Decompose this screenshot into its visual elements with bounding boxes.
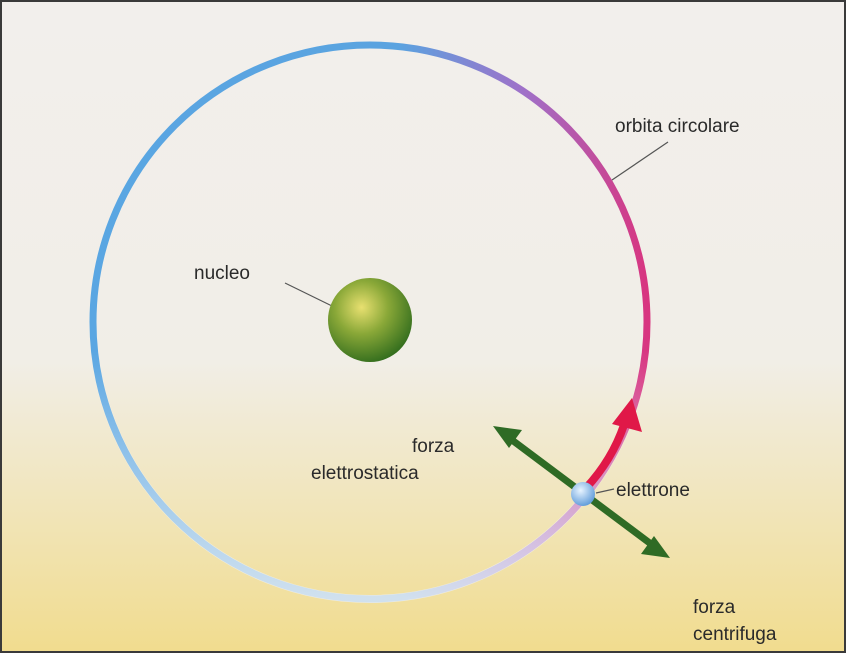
- centrifugal-force-label: centrifuga: [693, 624, 777, 645]
- centrifugal-force-label: forza: [693, 597, 736, 618]
- electrostatic-force-label: forza: [412, 436, 455, 457]
- orbit-fade: [89, 41, 651, 603]
- arrow-head: [493, 426, 522, 448]
- velocity-arrow: [583, 423, 628, 491]
- arrow-head: [641, 536, 670, 558]
- leader-line: [611, 141, 669, 181]
- electron-label: elettrone: [616, 480, 690, 501]
- leader-line: [595, 488, 615, 494]
- arrow-head: [612, 398, 642, 432]
- orbit-label: orbita circolare: [615, 116, 740, 137]
- electrostatic-force-label: elettrostatica: [311, 463, 419, 484]
- leader-line: [284, 282, 333, 307]
- nucleus-label: nucleo: [194, 263, 250, 284]
- electron: [571, 482, 595, 506]
- nucleus: [328, 278, 412, 362]
